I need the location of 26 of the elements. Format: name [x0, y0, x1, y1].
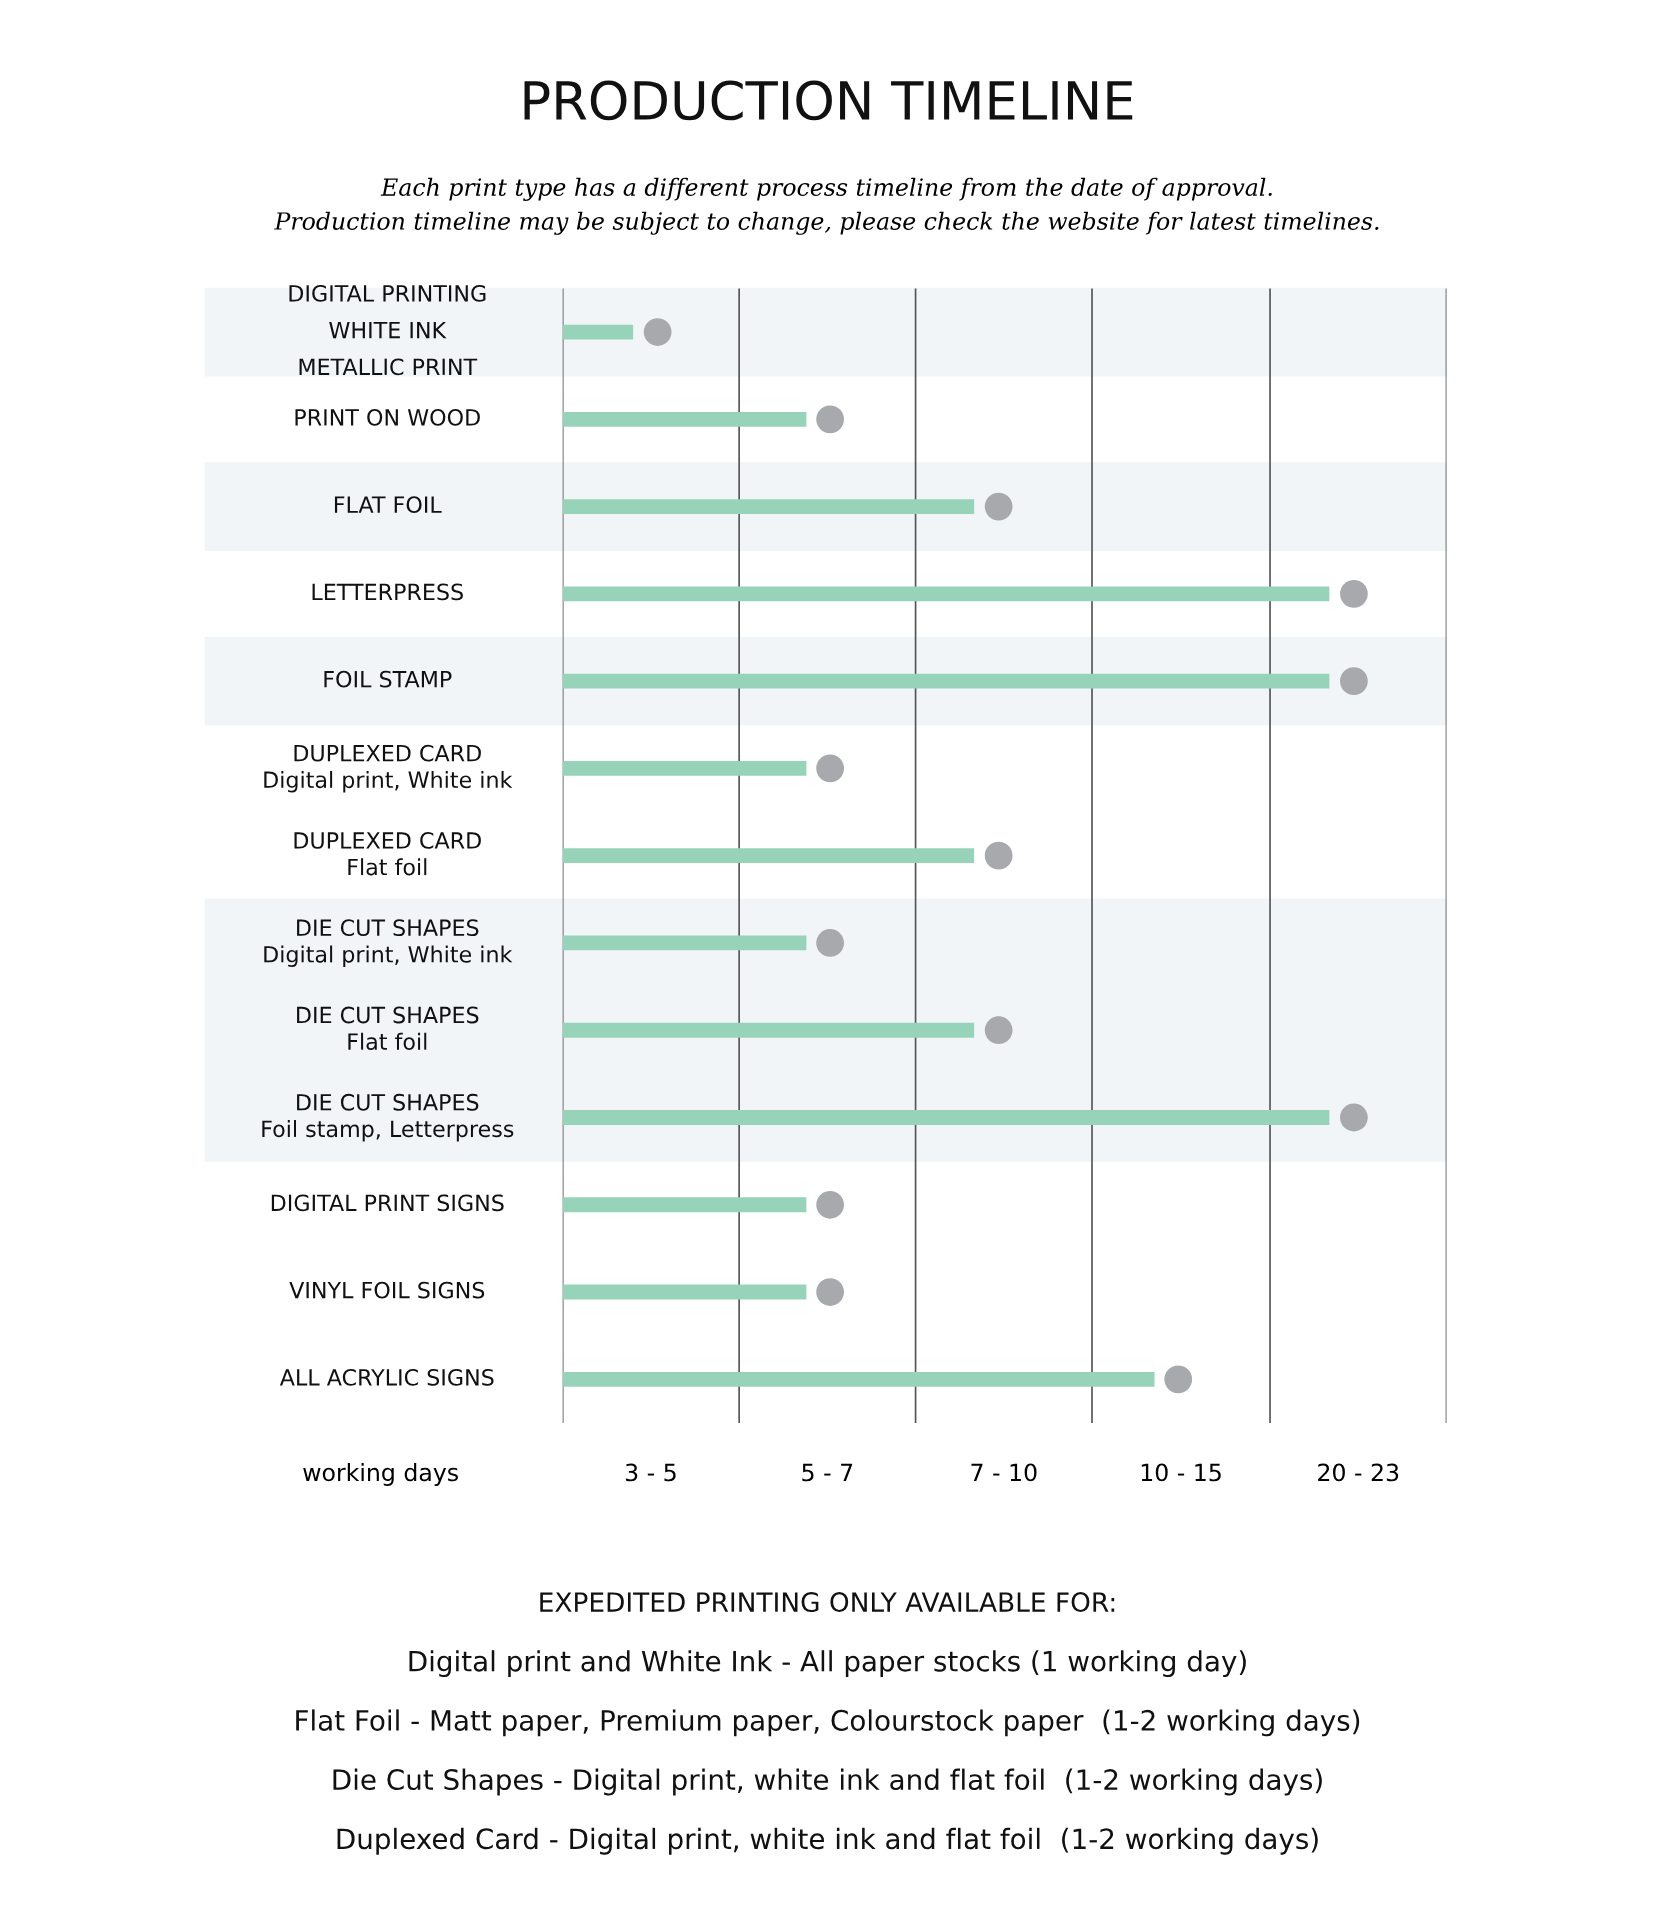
text: 10 - 15	[1141, 1463, 1221, 1482]
y-tick-label: VINYL FOIL SIGNS	[289, 1281, 485, 1299]
y-tick-label: DIE CUT SHAPES Digital print, White ink	[264, 919, 513, 967]
chart-subtitle: Each print type has a different process timeline from the date of approval. Production timeline may be subject to change, please check the website for latest timelines.	[274, 177, 1379, 235]
text: Die Cut Shapes - Digital print, white ink and flat foil (1-2 working days)	[333, 1768, 1322, 1796]
y-tick-label: DIGITAL PRINT SIGNS	[271, 1194, 504, 1212]
text: 5 - 7	[802, 1463, 853, 1482]
y-tick-label: ALL ACRYLIC SIGNS	[279, 1368, 494, 1386]
text: Flat Foil - Matt paper, Premium paper, Colourstock paper (1-2 working days)	[296, 1709, 1360, 1737]
text: Duplexed Card - Digital print, white ink and flat foil (1-2 working days)	[337, 1827, 1318, 1855]
chart-title: PRODUCTION TIMELINE	[524, 80, 1133, 121]
text: EXPEDITED PRINTING ONLY AVAILABLE FOR:	[540, 1592, 1115, 1613]
y-tick-label: DUPLEXED CARD Digital print, White ink	[264, 744, 513, 793]
y-tick-label: DUPLEXED CARD Flat foil	[294, 832, 481, 876]
x-axis-title: working days	[303, 1463, 458, 1486]
y-tick-label: DIGITAL PRINTING WHITE INK METALLIC PRINT	[289, 284, 486, 376]
text: 3 - 5	[625, 1463, 676, 1482]
text: Digital print and White Ink - All paper stocks (1 working day)	[409, 1650, 1246, 1678]
y-tick-label: PRINT ON WOOD	[295, 408, 480, 426]
y-tick-label: FOIL STAMP	[324, 670, 452, 688]
y-tick-label: LETTERPRESS	[312, 583, 463, 601]
text: 20 - 23	[1318, 1463, 1399, 1482]
text: 7 - 10	[971, 1463, 1037, 1482]
y-tick-label: FLAT FOIL	[334, 496, 442, 514]
y-tick-label: DIE CUT SHAPES Flat foil	[297, 1006, 479, 1050]
y-tick-label: DIE CUT SHAPES Foil stamp, Letterpress	[262, 1093, 514, 1142]
